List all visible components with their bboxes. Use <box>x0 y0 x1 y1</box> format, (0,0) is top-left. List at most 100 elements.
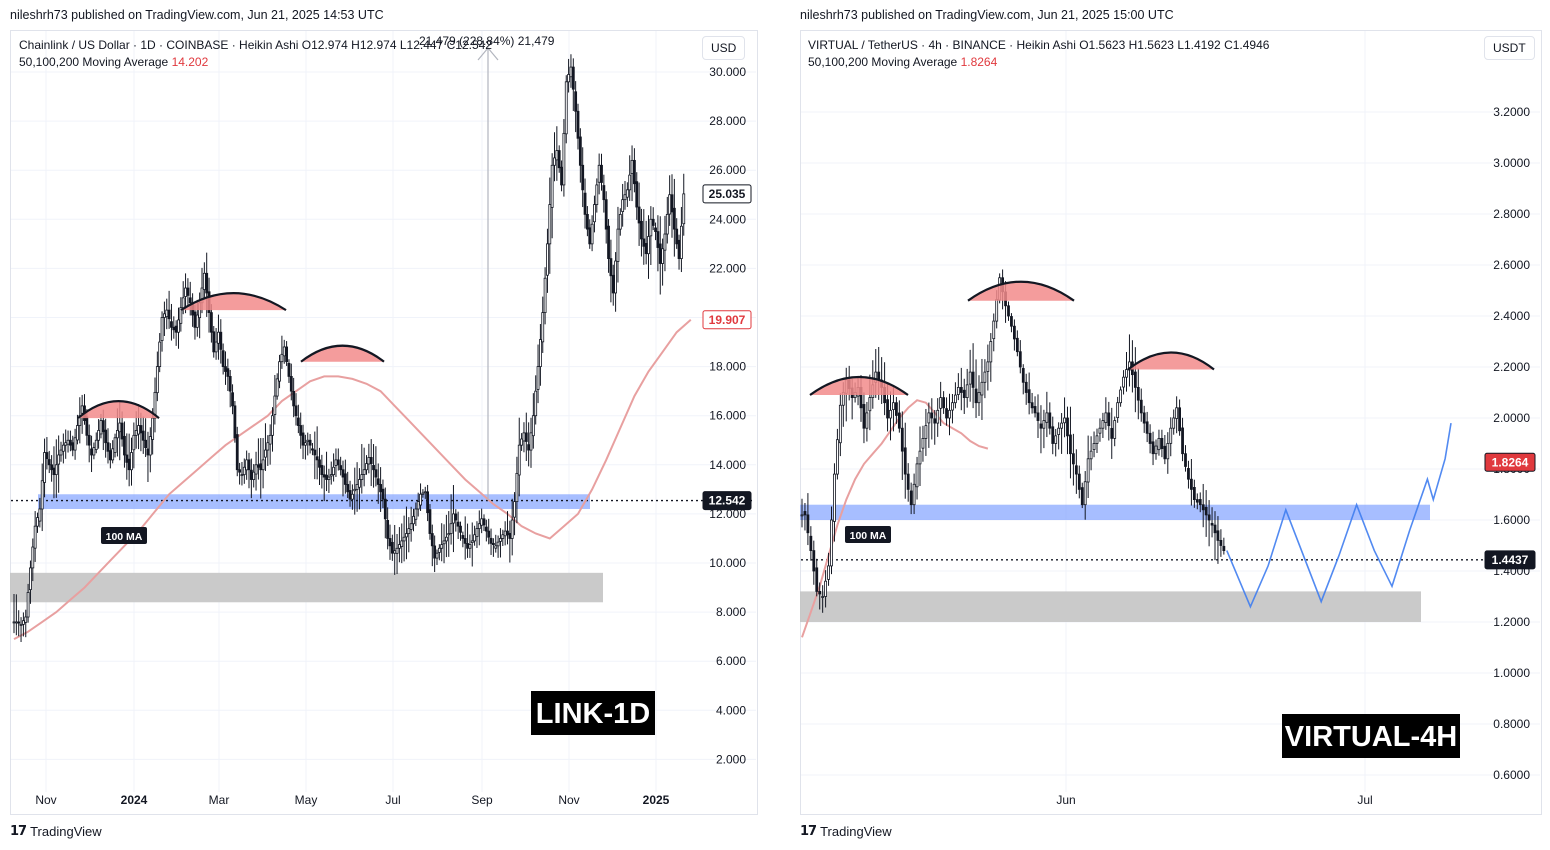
candle-body <box>261 459 265 471</box>
candle-body <box>480 518 484 526</box>
candle-body <box>228 376 232 392</box>
candle-body <box>484 526 488 532</box>
candle-body <box>550 164 554 208</box>
candle-body <box>475 528 479 537</box>
candle-body <box>977 392 981 404</box>
candle-body <box>1069 434 1072 455</box>
candle-body <box>435 552 439 559</box>
candle-body <box>296 417 300 426</box>
candle-body <box>167 309 171 320</box>
candle-body <box>1119 389 1123 404</box>
candle-body <box>205 272 209 294</box>
candle-body <box>350 493 354 500</box>
candle-body <box>162 313 166 318</box>
candle-body <box>459 525 462 533</box>
candle-body <box>647 236 650 255</box>
virtual-chart[interactable]: 3.2000 3.0000 2.8000 2.6000 2.4000 2.2000 2.00… <box>790 0 1550 850</box>
candle-body <box>275 378 279 397</box>
candle-body <box>933 418 937 424</box>
candle-body <box>181 297 185 309</box>
candle-body <box>1101 420 1105 429</box>
candle-body <box>642 238 646 247</box>
candle-body <box>346 484 350 493</box>
tradingview-mark-icon: 𝟭𝟳 <box>800 823 817 838</box>
candle-body <box>936 409 940 424</box>
candle-body <box>92 447 96 456</box>
candle-body <box>1157 437 1161 451</box>
support-band <box>800 504 1430 520</box>
candle-body <box>623 194 627 201</box>
candle-body <box>1057 427 1061 435</box>
candle-body <box>146 448 150 456</box>
currency-button[interactable]: USD <box>702 36 746 60</box>
candle-body <box>113 437 117 453</box>
candle-body <box>602 185 606 201</box>
candle-body <box>1125 369 1128 378</box>
watermark-box <box>531 691 655 735</box>
candle-body <box>407 528 411 534</box>
candle-body <box>974 388 978 404</box>
tradingview-logo[interactable]: 𝟭𝟳 TradingView <box>800 823 892 839</box>
candle-body <box>231 392 234 407</box>
candle-body <box>921 437 925 449</box>
candle-body <box>508 532 512 539</box>
candle-body <box>1181 427 1184 455</box>
candle-body <box>614 260 617 294</box>
candle-body <box>402 536 406 542</box>
candle-body <box>865 412 869 429</box>
tradingview-label: TradingView <box>30 823 102 839</box>
candle-body <box>160 317 164 342</box>
candle-body <box>534 390 538 417</box>
y-tick-label: 4.000 <box>716 703 746 717</box>
y-tick-label: 2.0000 <box>1493 411 1530 425</box>
candle-body <box>212 331 216 353</box>
candle-body <box>155 366 159 394</box>
tradingview-logo[interactable]: 𝟭𝟳 TradingView <box>10 823 102 839</box>
candle-body <box>285 346 289 363</box>
candle-body <box>886 399 889 419</box>
measure-label: 21.479 (228.84%) 21,479 <box>419 34 555 48</box>
candle-body <box>358 479 361 488</box>
link-chart[interactable]: 30.00028.00026.00024.00022.00020.00018.0… <box>0 0 770 850</box>
candle-body <box>531 415 535 437</box>
candle-body <box>1169 427 1173 444</box>
x-tick-label: Mar <box>209 793 230 807</box>
x-tick-label: Jul <box>1357 793 1372 807</box>
candle-body <box>487 530 491 538</box>
candle-body <box>1166 443 1170 460</box>
pattern-peak-arc <box>967 280 1075 302</box>
y-tick-label: 2.4000 <box>1493 309 1530 323</box>
candle-body <box>637 206 641 224</box>
candle-body <box>273 395 277 415</box>
y-tick-label: 1.0000 <box>1493 666 1530 680</box>
candle-body <box>918 450 922 465</box>
y-tick-label: 12.000 <box>709 507 746 521</box>
candle-body <box>118 422 122 433</box>
y-tick-label: 2.000 <box>716 752 746 766</box>
candle-body <box>179 307 183 324</box>
candle-body <box>313 449 317 456</box>
candle-body <box>992 320 996 340</box>
candle-body <box>1216 530 1220 541</box>
symbol-legend: Chainlink / US Dollar · 1D · COINBASE · … <box>19 38 492 52</box>
candle-body <box>14 621 18 624</box>
candle-body <box>1113 420 1117 439</box>
candle-body <box>557 150 561 169</box>
y-tick-label: 10.000 <box>709 556 746 570</box>
candle-body <box>1213 524 1217 534</box>
candle-body <box>635 181 639 208</box>
ohlc-high: H12.974 <box>351 38 397 52</box>
candle-body <box>299 425 303 436</box>
candle-body <box>971 371 975 388</box>
candle-body <box>287 362 291 377</box>
candle-body <box>1219 540 1223 546</box>
candle-body <box>17 621 21 624</box>
candle-body <box>1222 545 1226 551</box>
candle-body <box>621 199 625 212</box>
candle-body <box>334 459 338 466</box>
candle-body <box>945 408 948 419</box>
candle-body <box>90 448 93 456</box>
candle-body <box>576 110 580 139</box>
currency-button[interactable]: USDT <box>1484 36 1535 60</box>
candle-body <box>141 430 145 441</box>
